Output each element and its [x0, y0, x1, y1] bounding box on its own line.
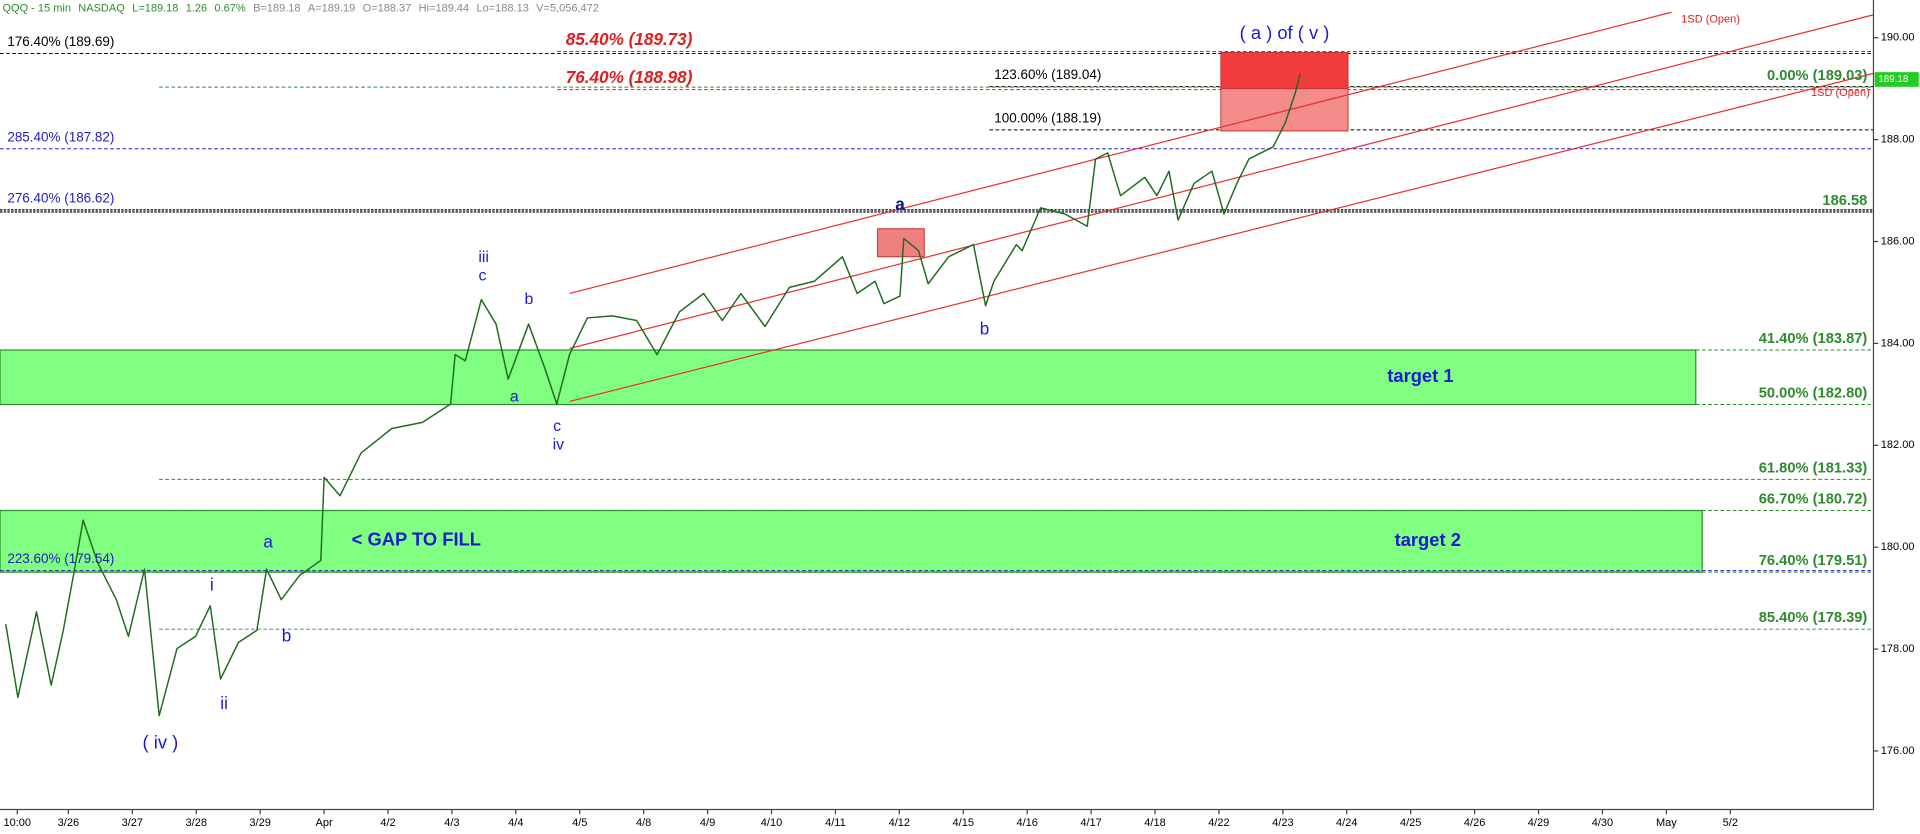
- header-item: L=189.18: [132, 2, 178, 14]
- wave-label: a: [895, 194, 905, 214]
- x-tick-label: 4/29: [1528, 817, 1549, 829]
- wave-label: ( a ) of ( v ): [1240, 22, 1330, 43]
- labels: QQQ - 15 min NASDAQ L=189.18 1.26 0.67% B=189…: [2, 2, 1869, 752]
- header-item: NASDAQ: [78, 2, 125, 14]
- x-tick-label: 4/10: [761, 817, 782, 829]
- level-label: 41.40% (183.87): [1759, 331, 1868, 347]
- level-label: 66.70% (180.72): [1759, 491, 1868, 507]
- header-item: B=189.18: [253, 2, 300, 14]
- wave-label: iv: [553, 436, 565, 453]
- x-tick-label: 3/27: [122, 817, 143, 829]
- x-tick-label: 4/26: [1464, 817, 1485, 829]
- channel-line: [569, 72, 1874, 403]
- target-box: [1220, 51, 1349, 90]
- x-tick-label: 4/11: [825, 817, 846, 829]
- header-item: QQQ - 15 min: [2, 2, 71, 14]
- wave-label: ( iv ): [143, 731, 179, 752]
- x-tick-label: 4/23: [1272, 817, 1293, 829]
- header-item: A=189.19: [308, 2, 355, 14]
- last-price-label: 189.18: [1878, 74, 1908, 85]
- y-tick-label: 186.00: [1881, 235, 1915, 247]
- wave-label: b: [980, 319, 990, 339]
- x-tick-label: 4/9: [700, 817, 715, 829]
- x-tick-label: Apr: [316, 817, 333, 829]
- zone-label: target 2: [1395, 529, 1461, 550]
- wave-label: a: [510, 389, 519, 406]
- zones: [0, 349, 1703, 573]
- x-tick-label: 4/2: [380, 817, 395, 829]
- levels: [0, 50, 1874, 630]
- level-label: 76.40% (188.98): [566, 67, 693, 87]
- level-label: 76.40% (179.51): [1759, 553, 1868, 569]
- wave-label: a: [263, 531, 273, 551]
- header-item: 1.26: [186, 2, 207, 14]
- x-tick-label: 4/30: [1592, 817, 1613, 829]
- x-tick-label: 10:00: [3, 817, 31, 829]
- level-label: 223.60% (179.54): [7, 551, 114, 566]
- wave-label: b: [282, 626, 292, 646]
- level-label: 123.60% (189.04): [994, 67, 1101, 82]
- wave-label: b: [525, 291, 534, 308]
- wave-label: c: [553, 418, 561, 435]
- wave-label: 1SD (Open): [1811, 87, 1870, 99]
- y-tick-label: 184.00: [1881, 337, 1915, 349]
- marks: [5, 11, 1874, 717]
- x-tick-label: 3/29: [249, 817, 270, 829]
- header-item: Hi=189.44: [419, 2, 470, 14]
- x-tick-label: 4/12: [889, 817, 910, 829]
- x-tick-label: 4/16: [1016, 817, 1037, 829]
- channel-line: [569, 11, 1672, 295]
- x-tick-label: 4/22: [1208, 817, 1229, 829]
- x-tick-label: 5/2: [1723, 817, 1738, 829]
- x-tick-label: 4/25: [1400, 817, 1421, 829]
- x-tick-label: May: [1656, 817, 1677, 829]
- y-tick-label: 182.00: [1881, 439, 1915, 451]
- target-zone: [0, 349, 1697, 406]
- header-item: V=5,056,472: [536, 2, 599, 14]
- x-tick-label: 4/3: [444, 817, 459, 829]
- wave-label: c: [478, 268, 486, 285]
- level-label: 276.40% (186.62): [7, 190, 114, 205]
- level-label: 50.00% (182.80): [1759, 385, 1868, 401]
- wave-label: ii: [220, 693, 228, 713]
- x-tick-label: 4/8: [636, 817, 651, 829]
- x-tick-label: 4/24: [1336, 817, 1357, 829]
- y-tick-label: 180.00: [1881, 541, 1915, 553]
- level-label: 285.40% (187.82): [7, 129, 114, 144]
- level-label: 85.40% (178.39): [1759, 610, 1868, 626]
- x-tick-label: 3/26: [58, 817, 79, 829]
- x-tick-label: 3/28: [186, 817, 207, 829]
- x-tick-label: 4/15: [953, 817, 974, 829]
- target-box: [877, 228, 925, 258]
- header-item: 0.67%: [215, 2, 246, 14]
- level-label: 0.00% (189.03): [1767, 68, 1868, 84]
- level-label: 100.00% (188.19): [994, 110, 1101, 125]
- target-zone: [0, 509, 1703, 573]
- header-item: Lo=188.13: [476, 2, 528, 14]
- last-price-tag: [1874, 72, 1919, 87]
- level-label: 186.58: [1822, 193, 1867, 209]
- x-tick-label: 4/4: [508, 817, 523, 829]
- y-tick-label: 176.00: [1881, 745, 1915, 757]
- wave-label: iii: [478, 249, 489, 266]
- x-tick-label: 4/18: [1144, 817, 1165, 829]
- y-tick-label: 190.00: [1881, 32, 1915, 44]
- level-label: 176.40% (189.69): [7, 34, 114, 49]
- wave-label: < GAP TO FILL: [352, 528, 481, 549]
- wave-label: i: [210, 574, 214, 594]
- x-tick-label: 4/5: [572, 817, 587, 829]
- level-label: 61.80% (181.33): [1759, 460, 1868, 476]
- x-tick-label: 4/17: [1080, 817, 1101, 829]
- level-label: 85.40% (189.73): [566, 29, 693, 49]
- wave-label: 1SD (Open): [1681, 13, 1740, 25]
- zone-label: target 1: [1387, 365, 1453, 386]
- y-tick-label: 188.00: [1881, 134, 1915, 146]
- header-item: O=188.37: [363, 2, 412, 14]
- y-tick-label: 178.00: [1881, 643, 1915, 655]
- price-line: [5, 73, 1301, 717]
